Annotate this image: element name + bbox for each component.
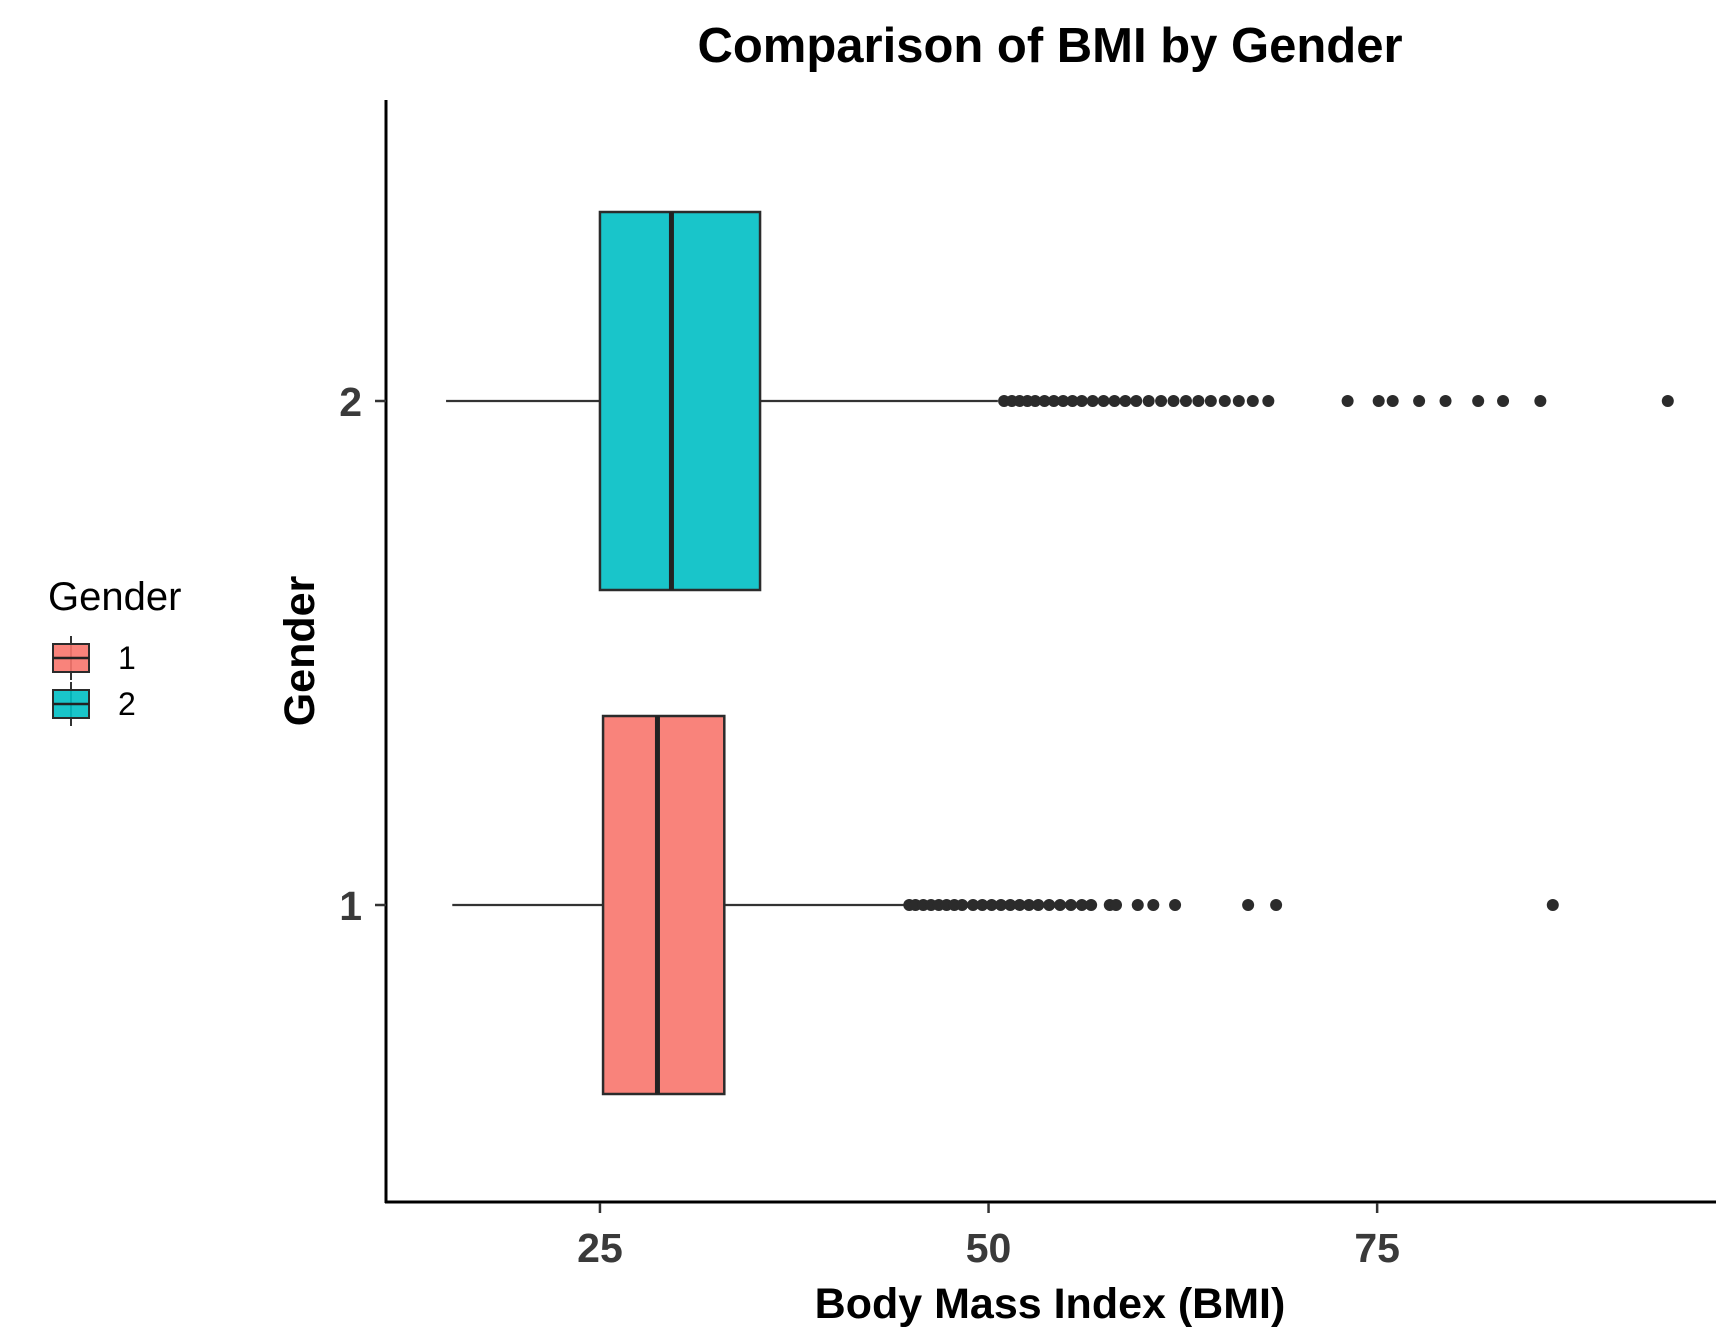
outlier-point: [976, 899, 989, 911]
x-axis-title: Body Mass Index (BMI): [815, 1280, 1286, 1328]
legend-item-1: 1: [52, 636, 136, 680]
outlier-point: [1270, 899, 1283, 911]
outlier-point: [1167, 395, 1180, 407]
x-tick-label: 25: [577, 1225, 623, 1271]
outlier-point: [1386, 395, 1399, 407]
outlier-point: [1497, 395, 1510, 407]
outlier-point: [1064, 899, 1077, 911]
outlier-point: [1218, 395, 1231, 407]
legend-title: Gender: [48, 575, 181, 619]
x-tick-label: 50: [966, 1225, 1012, 1271]
outlier-point: [1142, 395, 1155, 407]
outlier-point: [1130, 395, 1143, 407]
outlier-point: [967, 899, 980, 911]
outlier-point: [1013, 899, 1026, 911]
outlier-point: [1119, 395, 1132, 407]
legend-label: 2: [118, 686, 136, 722]
legend-items: 12: [52, 636, 136, 726]
outlier-point: [1038, 395, 1051, 407]
outlier-point: [1043, 899, 1056, 911]
outlier-point: [1204, 395, 1217, 407]
outlier-point: [1086, 395, 1099, 407]
y-tick-label: 2: [339, 379, 362, 425]
data-layer: [446, 210, 1674, 1096]
outlier-point: [985, 899, 998, 911]
outlier-point: [1057, 395, 1070, 407]
box-1: [601, 714, 726, 1096]
outlier-point: [1169, 899, 1182, 911]
outlier-point: [1546, 899, 1559, 911]
outlier-point: [1439, 395, 1452, 407]
outlier-point: [1075, 395, 1088, 407]
legend: Gender 12: [48, 575, 181, 726]
outlier-point: [1242, 899, 1255, 911]
outlier-point: [1232, 395, 1245, 407]
outlier-point: [1147, 899, 1160, 911]
outlier-point: [1155, 395, 1168, 407]
y-axis-title: Gender: [276, 575, 324, 726]
outlier-point: [1066, 395, 1079, 407]
outlier-point: [1054, 899, 1067, 911]
ticks-layer: 25 50 75 1 2: [339, 379, 1400, 1271]
box-group-1: [452, 714, 1559, 1096]
outlier-point: [1472, 395, 1485, 407]
outlier-point: [1534, 395, 1547, 407]
outlier-point: [1110, 899, 1123, 911]
outlier-point: [1097, 395, 1110, 407]
outlier-point: [1004, 899, 1017, 911]
outlier-point: [956, 899, 969, 911]
outlier-point: [1085, 899, 1098, 911]
x-tick-label: 75: [1354, 1225, 1400, 1271]
box-2: [598, 210, 762, 592]
chart-title: Comparison of BMI by Gender: [697, 19, 1402, 73]
outlier-point: [1108, 395, 1121, 407]
y-tick-label: 1: [339, 883, 362, 929]
outlier-point: [1075, 899, 1088, 911]
outlier-point: [1022, 899, 1035, 911]
outlier-point: [1131, 899, 1144, 911]
outlier-point: [1661, 395, 1674, 407]
box-group-2: [446, 210, 1674, 592]
outlier-point: [1341, 395, 1354, 407]
outlier-point: [1413, 395, 1426, 407]
outlier-point: [1246, 395, 1259, 407]
legend-label: 1: [118, 640, 136, 676]
legend-item-2: 2: [52, 682, 136, 726]
outlier-point: [1179, 395, 1192, 407]
outlier-point: [1372, 395, 1385, 407]
outlier-point: [1262, 395, 1275, 407]
outlier-point: [1032, 899, 1045, 911]
outlier-point: [1192, 395, 1205, 407]
outlier-point: [1047, 395, 1060, 407]
outlier-point: [994, 899, 1007, 911]
outlier-point: [1029, 395, 1042, 407]
